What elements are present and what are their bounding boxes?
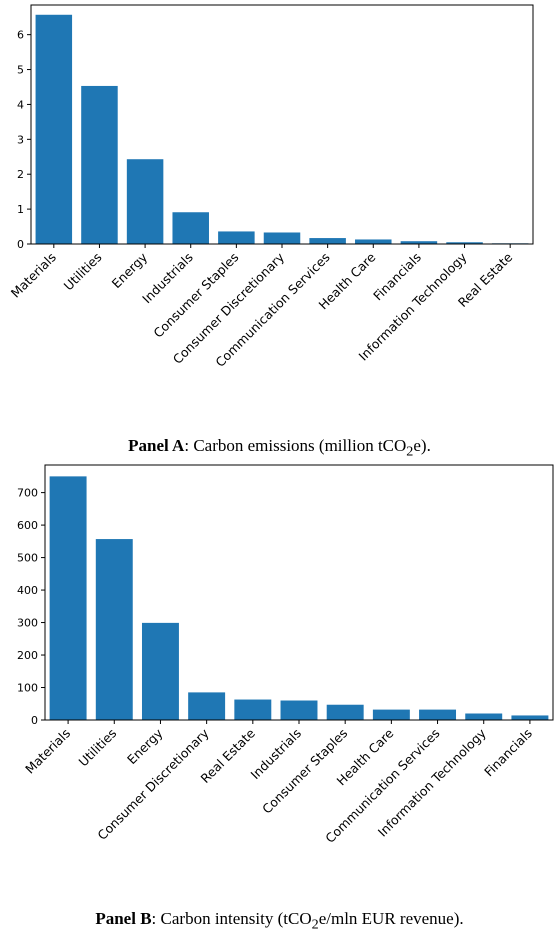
panel-b-x-tick-label-financials: Financials [481,726,535,780]
panel-b-caption-subscript: 2 [311,916,319,933]
panel-a-bar-health-care [355,239,392,244]
panel-b-bar-information-technology [465,713,503,720]
panel-b-bar-health-care [372,709,410,720]
panel-a-caption-tail: e). [413,436,431,455]
panel-b-bar-materials [49,476,87,720]
panel-a-y-tick-label: 0 [17,238,24,251]
panel-b-caption-text: : Carbon intensity (tCO [151,909,312,928]
panel-b-x-tick-label-materials: Materials [22,726,73,777]
panel-b-chart: 0 100 200 300 400 500 600 700 Materials Utilities… [17,464,554,846]
panel-b-y-tick-label: 700 [17,487,38,500]
panel-b-y-tick-label: 200 [17,649,38,662]
panel-a-x-tick-label-utilities: Utilities [61,250,105,294]
panel-b-label: Panel B [95,909,152,928]
panel-b-bar-real-estate [234,699,272,720]
panel-b-x-tick-label-energy: Energy [124,725,166,767]
panel-b-y-tick-label: 500 [17,552,38,565]
panel-a-bar-consumer-discretionary [263,232,301,244]
panel-b-y-tick-label: 300 [17,617,38,630]
panel-a-y-tick-label: 6 [17,29,24,42]
panel-a-y-tick-label: 3 [17,133,24,146]
panel-b-y-tick-label: 400 [17,584,38,597]
panel-b-bar-consumer-discretionary [188,692,226,720]
panel-a-caption-text: : Carbon emissions (million tCO [184,436,407,455]
panel-a-bar-information-technology [446,242,483,244]
panel-b-caption-tail: e/mln EUR revenue). [318,909,464,928]
panel-b-x-tick-label-consumer-staples: Consumer Staples [259,726,350,817]
panel-b-bar-utilities [95,539,133,720]
panel-a-bar-financials [400,241,438,244]
panel-a-y-tick-label: 1 [17,203,24,216]
panel-a-bar-industrials [172,212,209,244]
panel-a-caption-subscript: 2 [406,443,414,460]
panel-a-bar-communication-services [309,238,346,244]
panel-a-bar-materials [35,14,73,244]
panel-a-y-tick-label: 2 [17,168,24,181]
panel-b-bar-consumer-staples [326,704,364,720]
panel-b-y-tick-label: 100 [17,682,38,695]
panel-a-bar-energy [126,159,164,244]
panel-a-x-tick-label-materials: Materials [8,250,59,301]
panel-b-bar-communication-services [419,709,457,720]
panel-b-y-tick-label: 0 [31,714,38,727]
panel-a-caption: Panel A: Carbon emissions (million tCO2e… [0,436,559,460]
panel-a-x-tick-label-energy: Energy [109,249,151,291]
panel-b-bar-financials [511,715,549,720]
panel-b-y-tick-label: 600 [17,519,38,532]
panel-a-y-tick-label: 4 [17,98,24,111]
panel-a-y-tick-label: 5 [17,64,24,77]
panel-a-bar-utilities [81,85,118,244]
panel-b-x-tick-label-utilities: Utilities [76,726,120,770]
panel-a-bar-consumer-staples [218,231,255,244]
panel-a-label: Panel A [128,436,185,455]
panel-b-bar-industrials [280,700,318,720]
panel-b-caption: Panel B: Carbon intensity (tCO2e/mln EUR… [0,909,559,933]
panel-b-bar-energy [141,622,179,720]
panel-a-x-tick-label-consumer-staples: Consumer Staples [150,250,241,341]
